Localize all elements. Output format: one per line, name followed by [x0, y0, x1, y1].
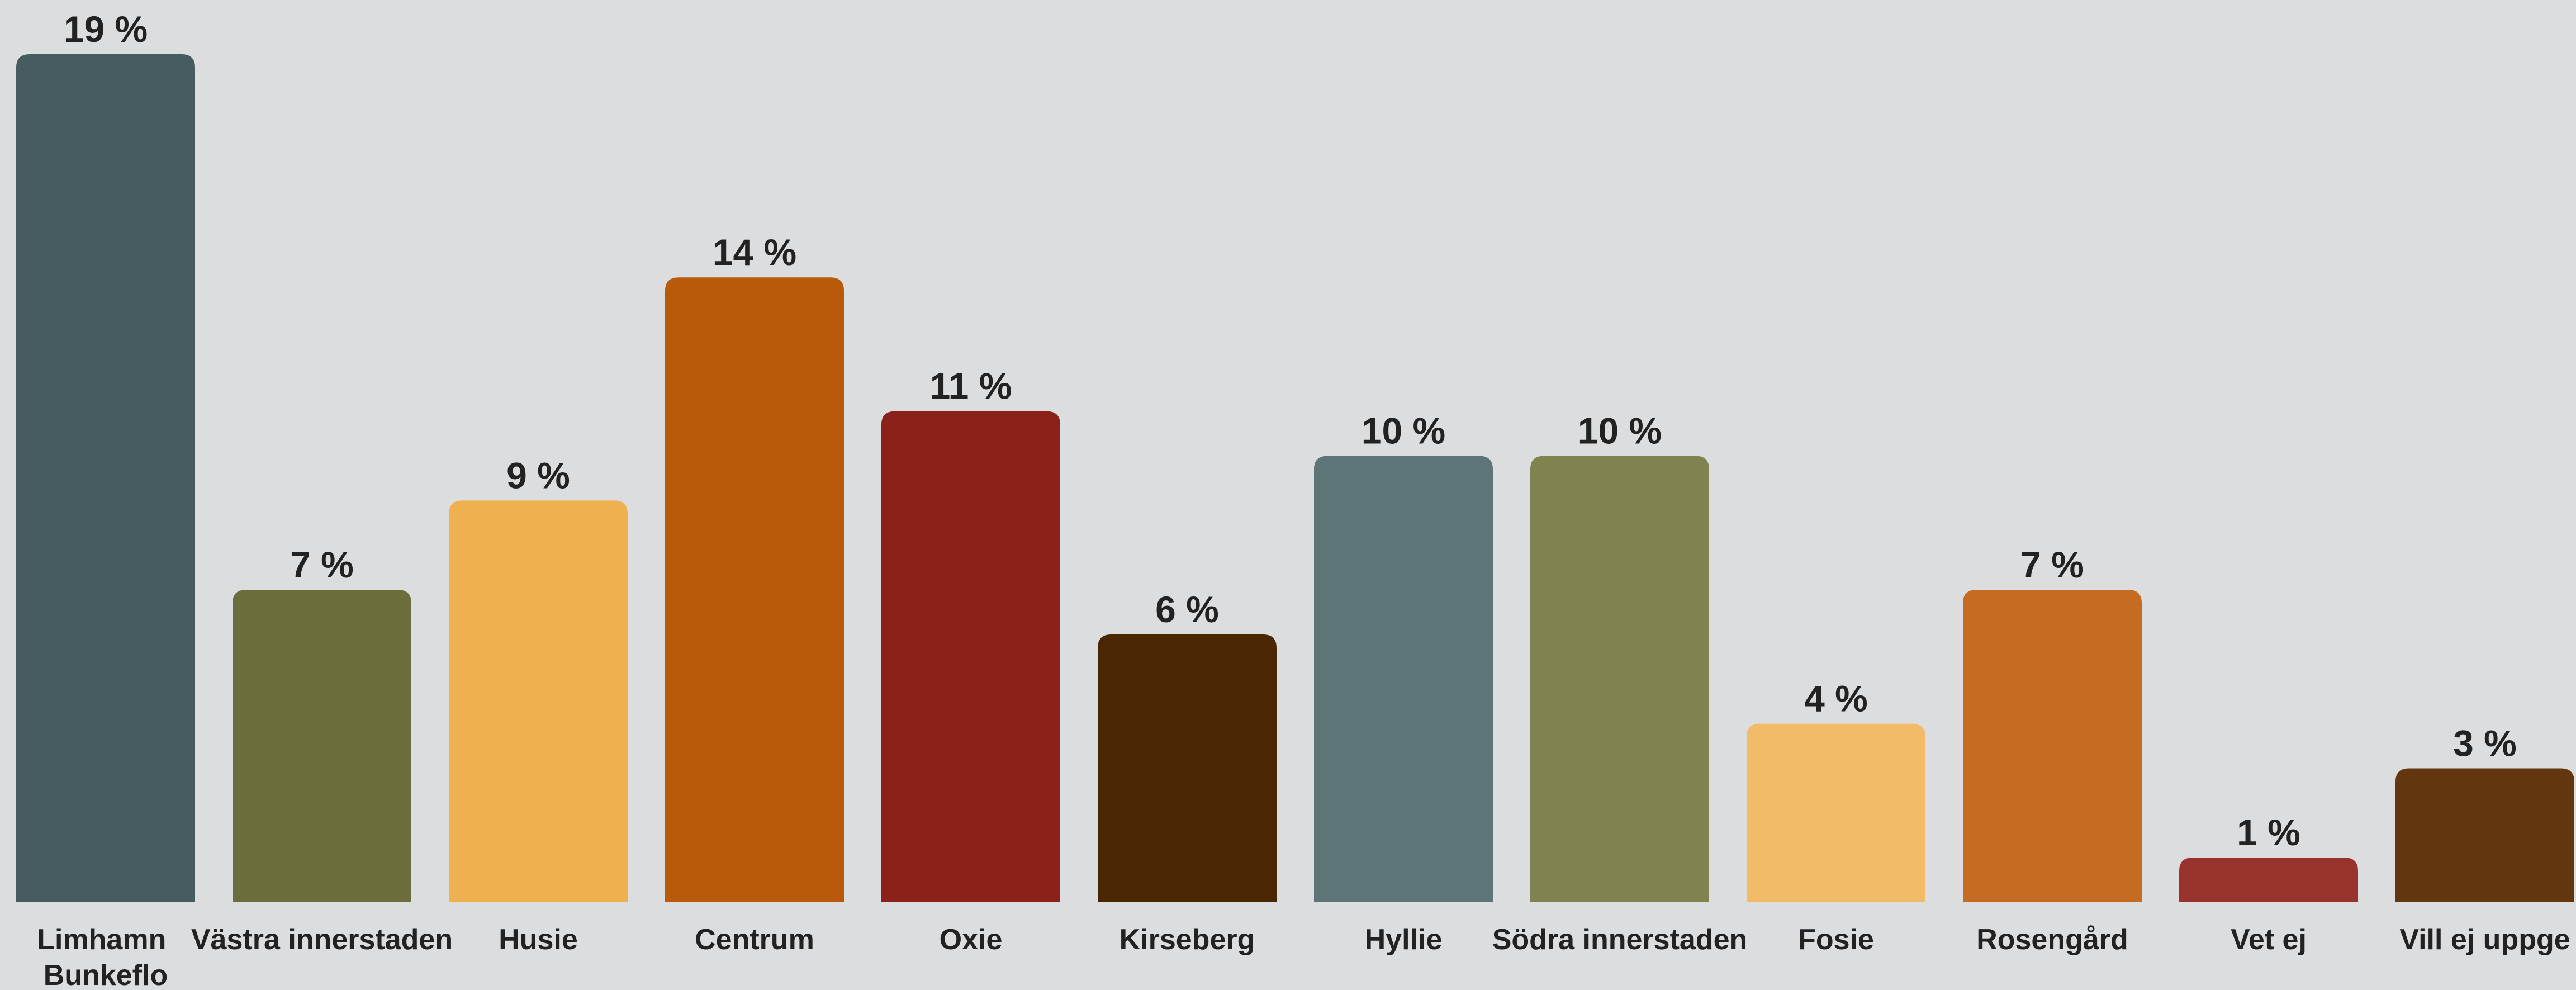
x-tick-label: Södra innerstaden	[1492, 923, 1748, 956]
value-label: 10 %	[1361, 410, 1445, 452]
bar	[16, 54, 195, 902]
x-tick-label: Hyllie	[1365, 923, 1443, 956]
value-label: 3 %	[2453, 722, 2517, 764]
bar	[1963, 590, 2142, 902]
value-label: 10 %	[1578, 410, 1662, 452]
x-tick-label: Vill ej uppge	[2399, 923, 2570, 956]
x-tick-label: Vet ej	[2231, 923, 2307, 956]
x-tick-label: Västra innerstaden	[191, 923, 453, 956]
value-label: 7 %	[2020, 544, 2084, 585]
x-tick-label: Fosie	[1798, 923, 1874, 956]
bar	[1530, 456, 1709, 902]
value-label: 6 %	[1155, 589, 1219, 630]
x-tick-label: Centrum	[695, 923, 814, 956]
value-label: 14 %	[713, 231, 796, 273]
bar	[2395, 768, 2574, 902]
value-label: 1 %	[2237, 812, 2300, 853]
value-label: 19 %	[64, 8, 148, 50]
bar	[1747, 723, 1925, 902]
value-label: 11 %	[930, 366, 1012, 407]
bar	[1314, 456, 1493, 902]
bar	[881, 411, 1060, 902]
value-label: 7 %	[290, 544, 354, 585]
bar	[1098, 634, 1277, 902]
x-tick-label: Husie	[499, 923, 578, 956]
bar	[665, 277, 844, 902]
x-tick-label: Kirseberg	[1119, 923, 1255, 956]
bar	[2179, 858, 2358, 902]
x-tick-label: Rosengård	[1976, 923, 2128, 956]
value-label: 4 %	[1804, 678, 1868, 719]
value-label: 9 %	[506, 454, 570, 496]
bar	[233, 590, 411, 902]
x-tick-label: Oxie	[940, 923, 1003, 956]
x-tick-label: Limhamn Bunkeflo	[37, 923, 174, 990]
bar	[449, 500, 628, 902]
